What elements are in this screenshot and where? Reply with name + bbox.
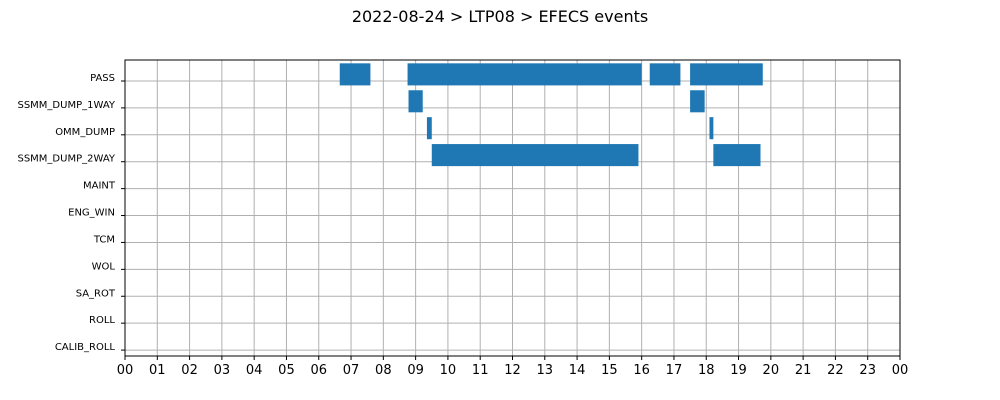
y-tick-label: MAINT [83,181,116,192]
event-bars [339,63,763,167]
x-tick-label: 13 [537,363,554,378]
y-tick-label: CALIB_ROLL [55,342,116,353]
x-tick-label: 00 [117,363,134,378]
x-tick-label: 16 [633,363,650,378]
x-tick-label: 18 [698,363,715,378]
y-tick-label: SA_ROT [76,288,116,299]
event-bar [408,90,423,113]
x-tick-label: 22 [827,363,844,378]
x-tick-label: 07 [343,363,360,378]
y-tick-label: ROLL [89,315,115,326]
x-axis: 00 01 02 03 04 05 06 07 08 09 10 11 12 13 14 15 16 17 18 19… [117,356,909,378]
y-tick-label: OMM_DUMP [55,127,115,138]
x-tick-label: 00 [892,363,909,378]
event-bar [431,144,639,167]
y-tick-label: SSMM_DUMP_2WAY [17,154,115,165]
x-tick-label: 15 [601,363,618,378]
y-tick-label: SSMM_DUMP_1WAY [17,100,115,111]
x-tick-label: 04 [246,363,263,378]
event-bar [713,144,761,167]
chart-title: 2022-08-24 > LTP08 > EFECS events [352,7,648,26]
event-bar [426,117,432,140]
event-bar [339,63,371,86]
y-tick-label: ENG_WIN [68,208,115,219]
x-tick-label: 17 [666,363,683,378]
y-tick-label: PASS [90,73,115,84]
x-tick-label: 06 [310,363,327,378]
x-tick-label: 20 [763,363,780,378]
event-bar [690,90,705,113]
x-tick-label: 03 [214,363,231,378]
event-bar [709,117,714,140]
event-bar [407,63,642,86]
x-tick-label: 21 [795,363,812,378]
x-tick-label: 14 [569,363,586,378]
x-tick-label: 19 [730,363,747,378]
x-tick-label: 12 [504,363,521,378]
event-bar [690,63,763,86]
y-axis: PASS SSMM_DUMP_1WAY OMM_DUMP SSMM_DUMP_2WAY… [17,73,125,353]
x-tick-label: 10 [440,363,457,378]
event-bar [649,63,681,86]
y-tick-label: TCM [93,234,115,245]
x-tick-label: 23 [859,363,876,378]
x-tick-label: 08 [375,363,392,378]
x-tick-label: 11 [472,363,489,378]
x-tick-label: 05 [278,363,295,378]
y-tick-label: WOL [92,261,116,272]
x-tick-label: 02 [181,363,198,378]
grid-lines [124,60,901,356]
x-tick-label: 09 [407,363,424,378]
x-tick-label: 01 [149,363,166,378]
